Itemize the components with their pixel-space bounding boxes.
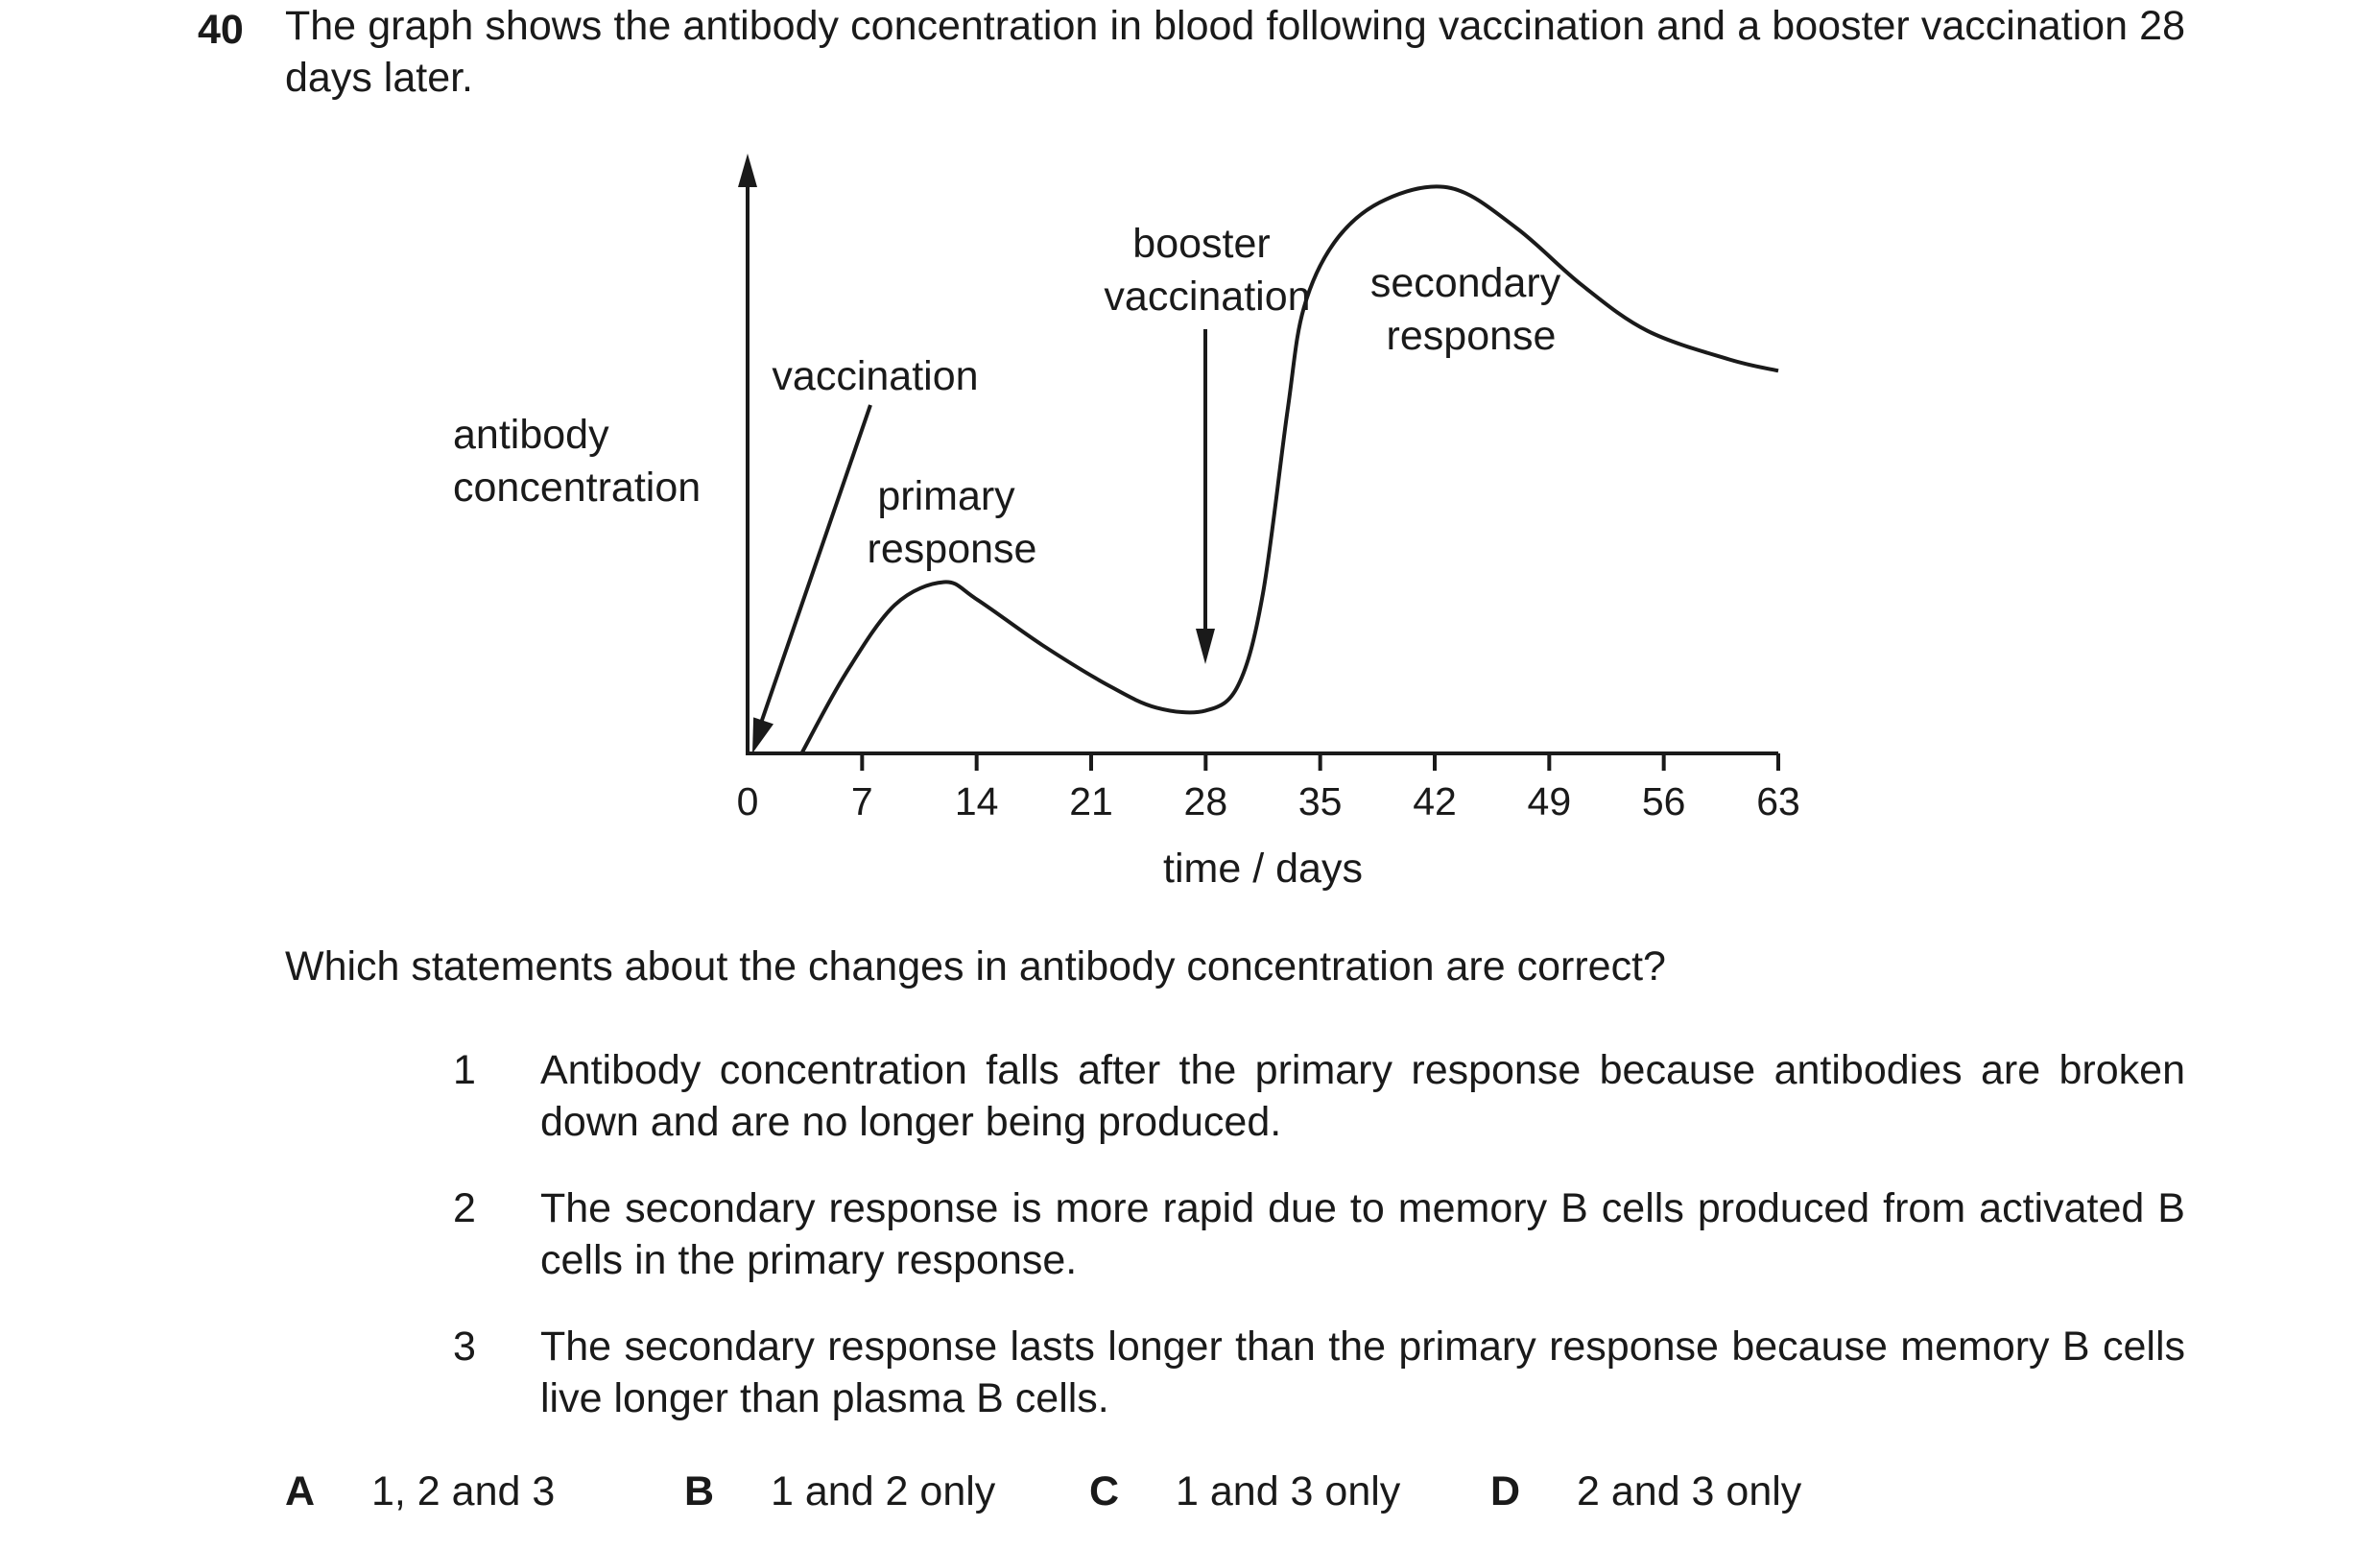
option-text: 1 and 3 only <box>1176 1468 1401 1514</box>
statement-text: Antibody concentration falls after the p… <box>540 1047 2185 1145</box>
option-letter: D <box>1490 1468 1521 1514</box>
y-axis-title-line-1: antibody <box>453 412 609 458</box>
statement-text: The secondary response lasts longer than… <box>540 1323 2185 1421</box>
x-tick-label: 7 <box>851 779 873 823</box>
option-letter: C <box>1089 1468 1120 1514</box>
option-letter: A <box>285 1468 316 1514</box>
booster-label-line-2: vaccination <box>1104 274 1310 320</box>
x-tick-label: 14 <box>955 779 999 823</box>
question-intro: The graph shows the antibody concentrati… <box>285 3 2185 101</box>
y-axis-arrowhead <box>738 154 757 187</box>
y-axis-title: antibody concentration <box>453 412 701 511</box>
x-tick-label: 63 <box>1756 779 1800 823</box>
x-tick-label: 28 <box>1184 779 1228 823</box>
option-text: 1, 2 and 3 <box>371 1468 556 1514</box>
secondary-label-line-1: secondary <box>1370 260 1561 306</box>
booster-label-line-1: booster <box>1132 221 1270 267</box>
x-tick-label: 56 <box>1642 779 1686 823</box>
secondary-label-line-2: response <box>1387 313 1557 359</box>
primary-label-line-1: primary <box>877 473 1015 519</box>
x-tick-label: 0 <box>737 779 759 823</box>
statement-text: The secondary response is more rapid due… <box>540 1185 2185 1283</box>
y-axis-title-line-2: concentration <box>453 465 701 511</box>
statement-number: 2 <box>453 1185 476 1231</box>
primary-response-label: primary response <box>868 473 1037 572</box>
vaccination-label: vaccination <box>772 353 978 399</box>
x-tick-label: 21 <box>1069 779 1113 823</box>
statement-number: 1 <box>453 1047 476 1093</box>
primary-label-line-2: response <box>868 526 1037 572</box>
vaccination-arrow-line <box>756 404 872 732</box>
x-axis-title: time / days <box>1163 846 1363 892</box>
question-prompt: Which statements about the changes in an… <box>285 943 1666 990</box>
x-axis-ticks <box>860 753 1780 771</box>
antibody-graph: 0 7 14 21 28 35 42 49 56 63 time / days antibody … <box>453 154 1800 892</box>
booster-arrowhead <box>1196 629 1215 664</box>
option-text: 1 and 2 only <box>771 1468 996 1514</box>
x-tick-label: 42 <box>1413 779 1457 823</box>
option-text: 2 and 3 only <box>1577 1468 1802 1514</box>
vaccination-arrowhead <box>752 717 774 753</box>
question-number: 40 <box>198 7 244 53</box>
booster-vaccination-label: booster vaccination <box>1104 221 1310 320</box>
secondary-response-label: secondary response <box>1370 260 1572 359</box>
antibody-curve <box>799 184 1779 754</box>
option-letter: B <box>684 1468 715 1514</box>
x-axis-tick-labels: 0 7 14 21 28 35 42 49 56 63 <box>737 779 1800 823</box>
x-tick-label: 35 <box>1298 779 1343 823</box>
statement-number: 3 <box>453 1323 476 1370</box>
x-tick-label: 49 <box>1528 779 1572 823</box>
